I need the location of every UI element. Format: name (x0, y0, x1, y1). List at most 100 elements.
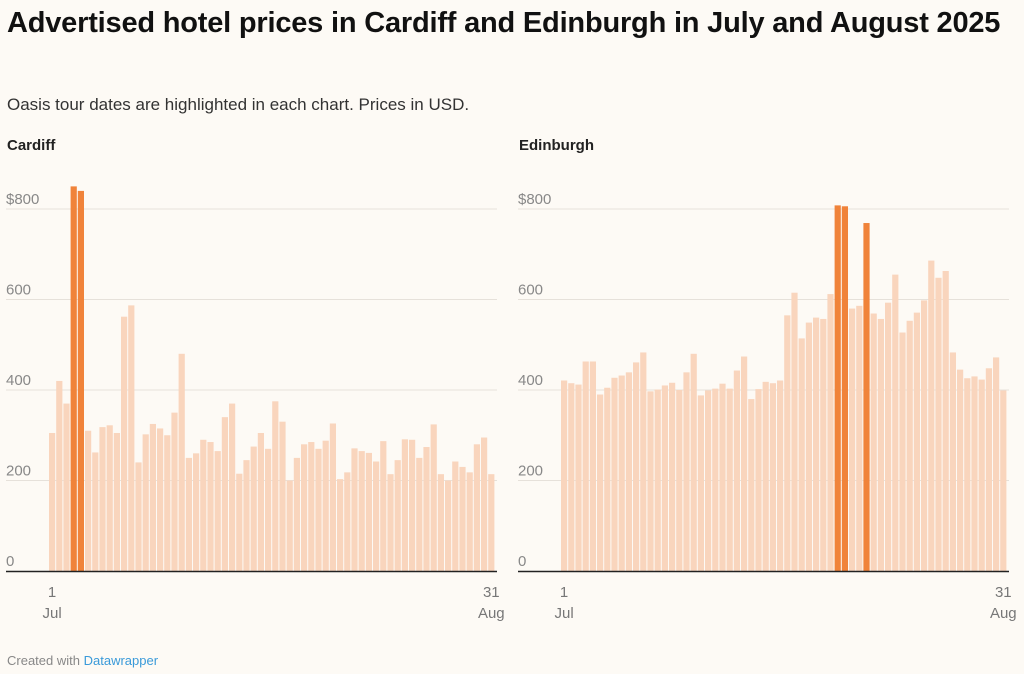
bar (726, 388, 733, 571)
edinburgh-bar-chart: 0 200 400 600 $800 1 Jul 31 Aug (518, 191, 1017, 622)
bar (777, 380, 784, 571)
bar (193, 453, 200, 571)
bar (568, 383, 575, 571)
bar (748, 399, 755, 571)
bar (445, 480, 452, 571)
bar (121, 316, 128, 571)
bar (178, 353, 185, 571)
bar (719, 383, 726, 571)
bar (452, 461, 459, 571)
bar (265, 448, 272, 571)
bar (942, 270, 949, 571)
bar (618, 375, 625, 571)
bar (286, 480, 293, 571)
datawrapper-link[interactable]: Datawrapper (83, 653, 159, 668)
bar (978, 379, 985, 571)
bar (640, 352, 647, 571)
cardiff-bar-chart: 0 200 400 600 $800 1 Jul 31 Aug (6, 186, 505, 622)
bar-highlighted (841, 206, 848, 571)
bar (597, 394, 604, 571)
bar (697, 395, 704, 571)
y-tick-label: $800 (6, 191, 39, 208)
panel-title-edinburgh: Edinburgh (519, 137, 594, 154)
y-tick-label: 0 (518, 553, 526, 570)
bar (877, 318, 884, 571)
bar (971, 376, 978, 571)
bar (899, 332, 906, 571)
bar (293, 457, 300, 572)
bar (906, 320, 913, 571)
x-tick-label-day: 31 (995, 584, 1012, 601)
bar (322, 440, 329, 571)
bar (423, 447, 430, 571)
bar (1000, 390, 1007, 571)
bar (985, 368, 992, 571)
bar (928, 260, 935, 571)
chart-title: Advertised hotel prices in Cardiff and E… (7, 7, 1001, 39)
bar (401, 439, 408, 571)
bar (669, 382, 676, 571)
bar (870, 313, 877, 571)
bar (921, 300, 928, 571)
bar-highlighted (77, 190, 84, 571)
bar (805, 322, 812, 571)
x-tick-label-month: Jul (43, 605, 62, 622)
bar (935, 277, 942, 571)
bar (661, 385, 668, 571)
bar (365, 452, 372, 571)
chart-subtitle: Oasis tour dates are highlighted in each… (7, 95, 470, 114)
bar (604, 387, 611, 571)
bar (149, 423, 156, 571)
bar (488, 474, 495, 571)
bar (56, 380, 63, 571)
bar (157, 428, 164, 571)
bar (993, 357, 1000, 571)
bar (741, 356, 748, 571)
bar-highlighted (834, 205, 841, 571)
bar (409, 439, 416, 571)
bar (473, 444, 480, 571)
y-tick-label: 400 (518, 372, 543, 389)
bar (633, 362, 640, 571)
bar-highlighted (863, 223, 870, 571)
bar (279, 421, 286, 571)
bar (207, 442, 214, 571)
bar (49, 432, 56, 571)
bar (92, 452, 99, 571)
bar (243, 460, 250, 571)
x-tick-label-day: 1 (560, 584, 568, 601)
bar (373, 461, 380, 571)
bar (358, 451, 365, 571)
bar (589, 361, 596, 571)
footer-prefix: Created with (7, 653, 80, 668)
bar (949, 352, 956, 571)
bar (849, 308, 856, 571)
bar (416, 457, 423, 572)
bar (582, 361, 589, 571)
bar (791, 292, 798, 571)
bar (676, 390, 683, 571)
bar (308, 442, 315, 571)
bar (394, 460, 401, 571)
bar (315, 448, 322, 571)
y-tick-label: 400 (6, 372, 31, 389)
bar (214, 451, 221, 571)
bar (856, 305, 863, 571)
bar (301, 444, 308, 571)
bar (351, 448, 358, 571)
bar (481, 437, 488, 571)
y-tick-label: $800 (518, 191, 551, 208)
bar (250, 446, 257, 571)
bar (142, 434, 149, 571)
bar (430, 424, 437, 571)
bar (575, 384, 582, 571)
bar-highlighted (70, 186, 77, 572)
footer-credit: Created with Datawrapper (7, 653, 158, 668)
bar (85, 430, 92, 571)
bar (466, 472, 473, 571)
bar (820, 318, 827, 571)
bar (272, 401, 279, 571)
bar (437, 474, 444, 571)
y-tick-label: 200 (518, 463, 543, 480)
bar (236, 473, 243, 571)
